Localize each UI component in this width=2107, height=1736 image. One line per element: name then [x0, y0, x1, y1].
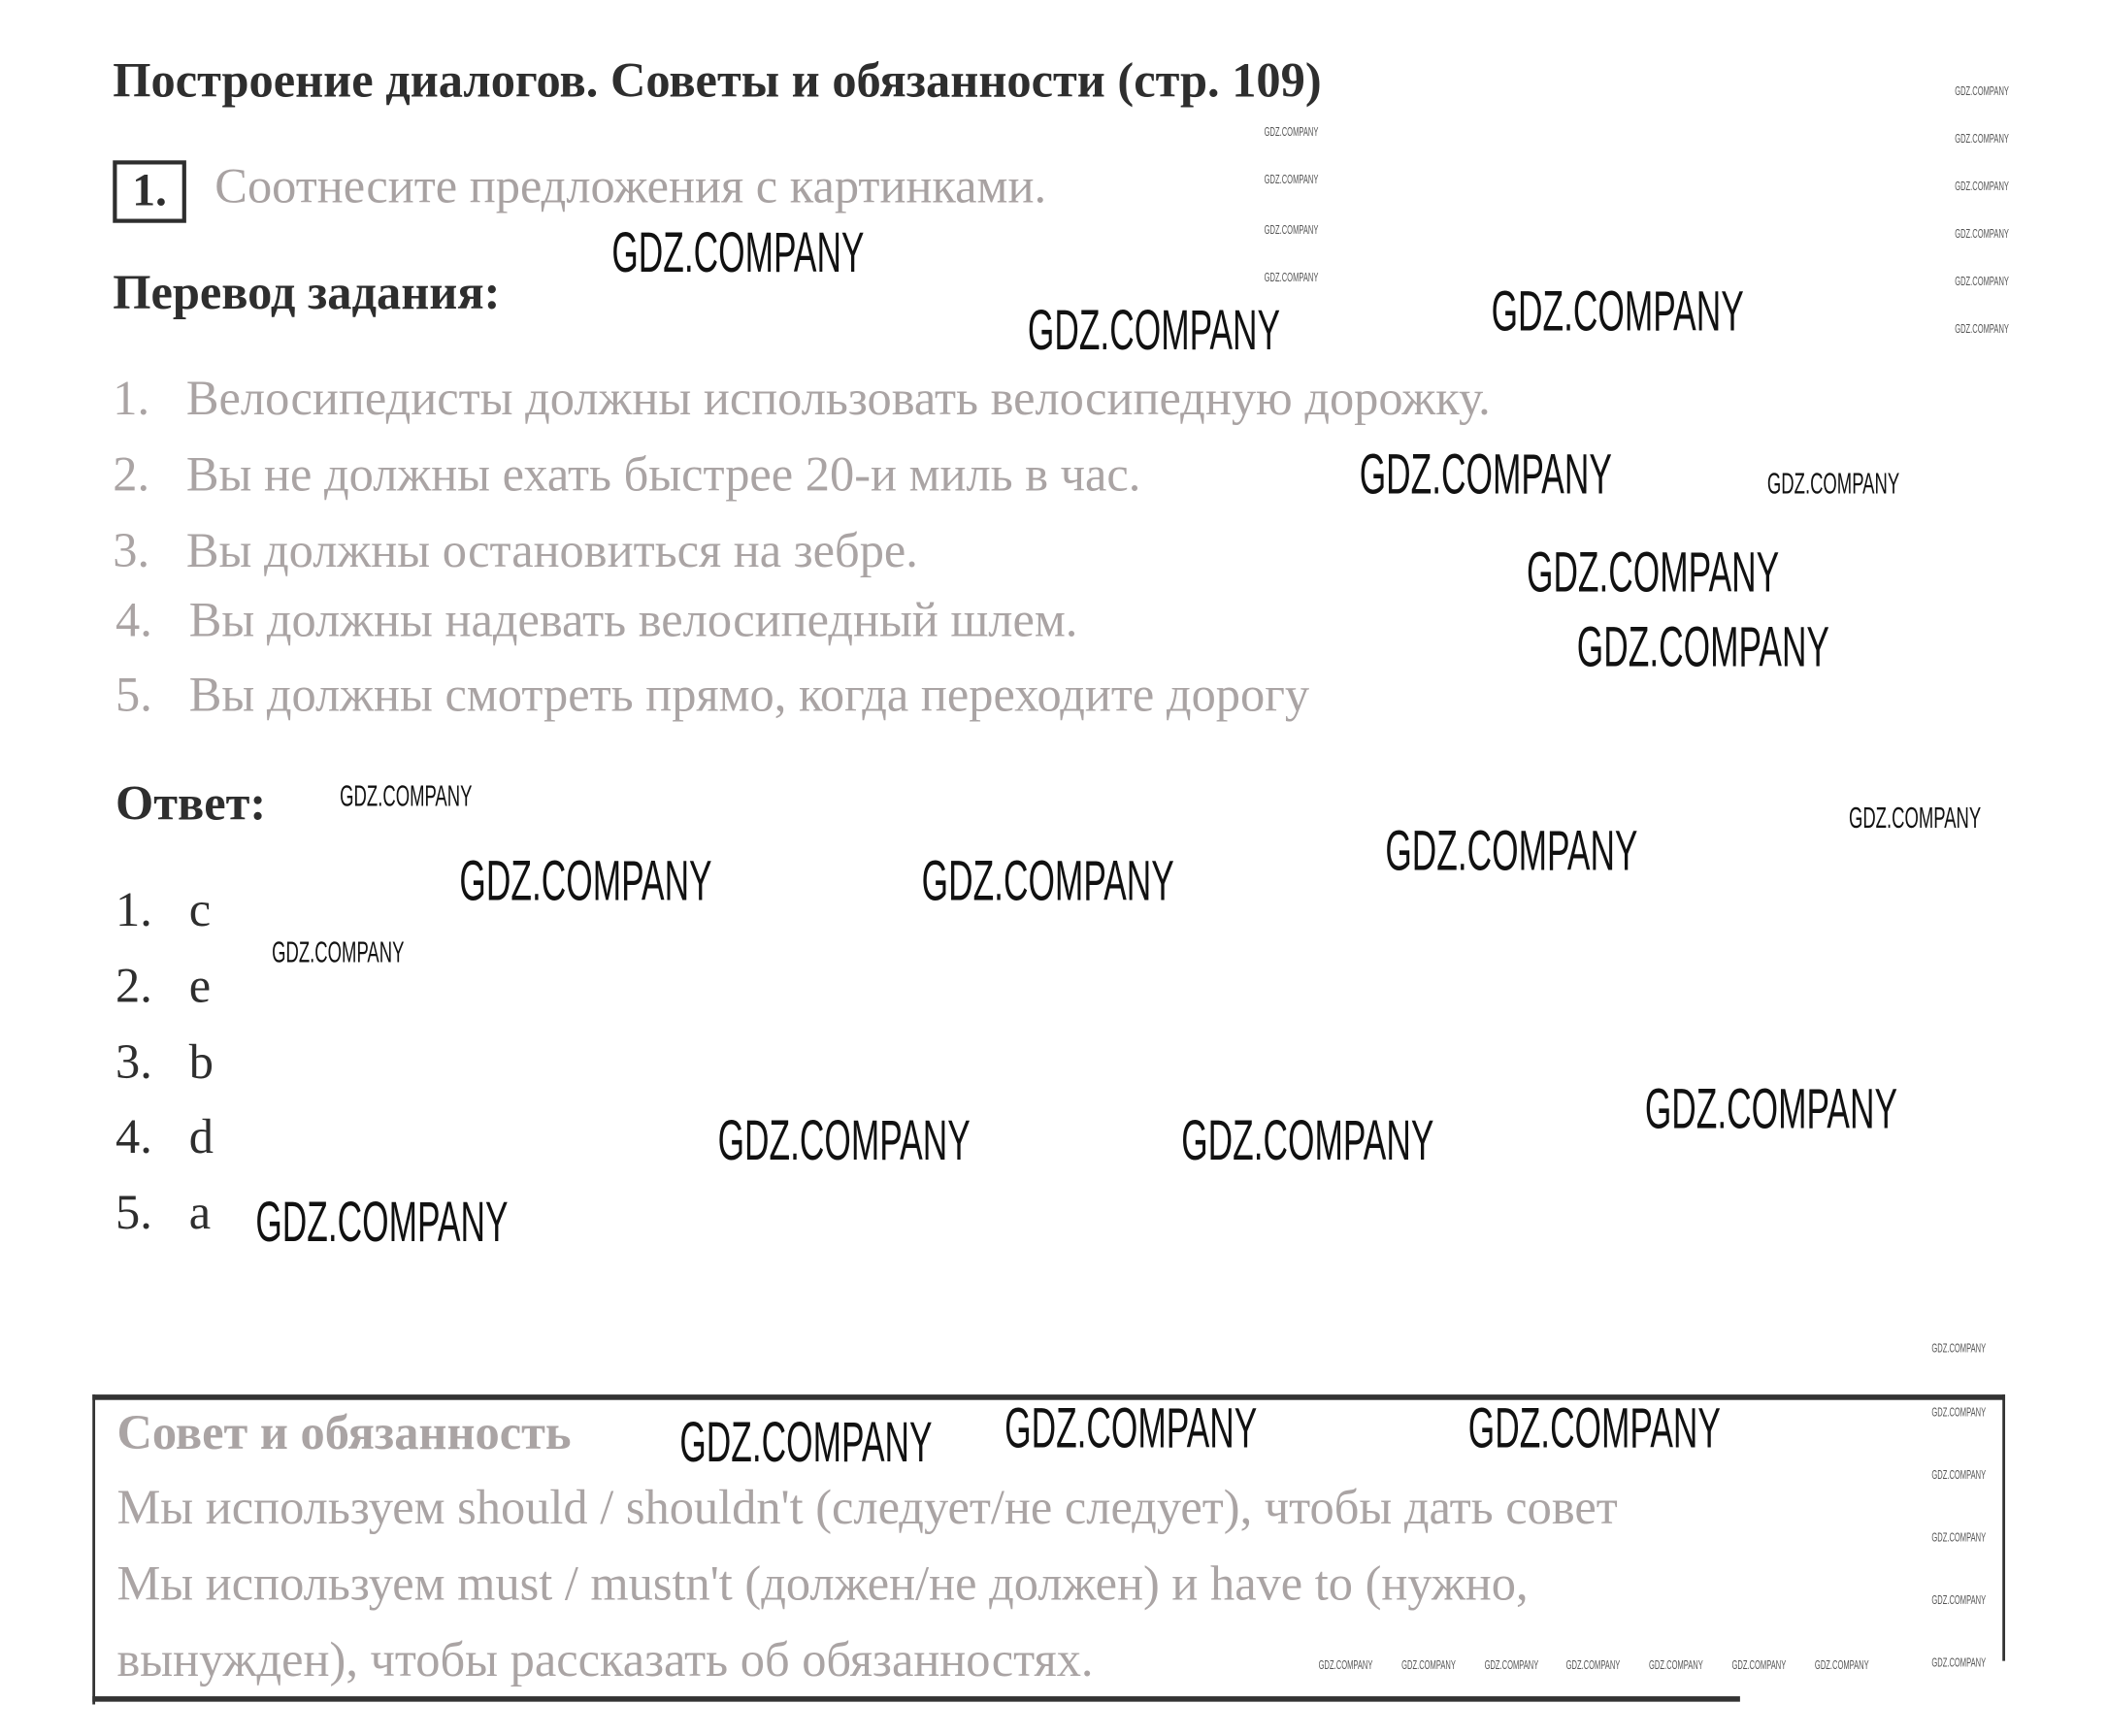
watermark: GDZ.COMPANY	[1484, 1657, 1539, 1672]
item-text: e	[188, 958, 212, 1013]
watermark: GDZ.COMPANY	[1931, 1655, 1987, 1670]
item-number: 1.	[113, 371, 150, 426]
watermark: GDZ.COMPANY	[1931, 1405, 1987, 1420]
answer-heading: Ответ:	[115, 775, 267, 831]
item-number: 1.	[115, 882, 152, 937]
item-number: 3.	[113, 523, 150, 578]
watermark: GDZ.COMPANY	[1264, 270, 1319, 284]
watermark: GDZ.COMPANY	[1955, 274, 2009, 288]
item-text: b	[188, 1033, 214, 1089]
translation-heading: Перевод задания:	[113, 265, 501, 320]
watermark: GDZ.COMPANY	[1814, 1657, 1869, 1672]
item-number: 2.	[115, 958, 152, 1013]
watermark: GDZ.COMPANY	[1955, 83, 2009, 98]
watermark: GDZ.COMPANY	[459, 848, 712, 912]
rule-box-border	[2002, 1394, 2006, 1661]
item-text: Велосипедисты должны использовать велоси…	[185, 371, 1491, 426]
answer-item: 2. e	[115, 957, 211, 1014]
watermark: GDZ.COMPANY	[1181, 1107, 1434, 1172]
rule-line: Мы используем should / shouldn't (следуе…	[116, 1480, 1618, 1535]
watermark: GDZ.COMPANY	[679, 1409, 933, 1474]
translation-item: 3. Вы должны остановиться на зебре.	[113, 522, 918, 579]
watermark: GDZ.COMPANY	[1931, 1341, 1987, 1356]
watermark: GDZ.COMPANY	[611, 219, 865, 284]
watermark: GDZ.COMPANY	[1318, 1657, 1373, 1672]
watermark: GDZ.COMPANY	[1027, 297, 1281, 362]
watermark: GDZ.COMPANY	[1931, 1530, 1987, 1545]
rule-line: вынужден), чтобы рассказать об обязаннос…	[116, 1632, 1094, 1687]
watermark: GDZ.COMPANY	[1004, 1395, 1258, 1460]
watermark: GDZ.COMPANY	[1576, 614, 1829, 678]
watermark: GDZ.COMPANY	[272, 934, 405, 969]
watermark: GDZ.COMPANY	[1401, 1657, 1456, 1672]
watermark: GDZ.COMPANY	[921, 848, 1174, 912]
watermark: GDZ.COMPANY	[1359, 442, 1612, 507]
watermark: GDZ.COMPANY	[1526, 540, 1780, 604]
answer-item: 4. d	[115, 1108, 214, 1165]
item-text: Вы должны надевать велосипедный шлем.	[188, 592, 1078, 647]
watermark: GDZ.COMPANY	[1565, 1657, 1621, 1672]
item-number: 3.	[115, 1033, 152, 1089]
watermark: GDZ.COMPANY	[1649, 1657, 1703, 1672]
watermark: GDZ.COMPANY	[717, 1107, 971, 1172]
item-text: d	[188, 1108, 214, 1163]
exercise-number: 1.	[113, 160, 186, 223]
item-number: 5.	[115, 667, 152, 722]
watermark: GDZ.COMPANY	[1264, 172, 1319, 186]
watermark: GDZ.COMPANY	[1467, 1395, 1721, 1460]
watermark: GDZ.COMPANY	[1264, 222, 1319, 237]
rule-line: Мы используем must / mustn't (должен/не …	[116, 1556, 1529, 1611]
watermark: GDZ.COMPANY	[1955, 179, 2009, 193]
watermark: GDZ.COMPANY	[255, 1189, 509, 1254]
item-text: Вы не должны ехать быстрее 20-и миль в ч…	[185, 446, 1141, 502]
translation-item: 2. Вы не должны ехать быстрее 20-и миль в…	[113, 445, 1140, 503]
watermark: GDZ.COMPANY	[1955, 131, 2009, 146]
exercise-instruction: Соотнесите предложения с картинками.	[214, 158, 1047, 213]
translation-item: 4. Вы должны надевать велосипедный шлем.	[115, 591, 1077, 648]
item-number: 4.	[115, 1108, 152, 1163]
item-number: 4.	[115, 592, 152, 647]
item-text: Вы должны смотреть прямо, когда переходи…	[188, 667, 1310, 722]
watermark: GDZ.COMPANY	[340, 778, 473, 813]
translation-item: 1. Велосипедисты должны использовать вело…	[113, 370, 1491, 427]
watermark: GDZ.COMPANY	[1931, 1592, 1987, 1607]
rule-box	[92, 1394, 2006, 1705]
watermark: GDZ.COMPANY	[1955, 321, 2009, 336]
watermark: GDZ.COMPANY	[1264, 124, 1319, 139]
item-text: a	[188, 1185, 212, 1240]
rule-heading: Совет и обязанность	[116, 1405, 572, 1460]
watermark: GDZ.COMPANY	[1955, 226, 2009, 241]
watermark: GDZ.COMPANY	[1766, 466, 1900, 501]
watermark: GDZ.COMPANY	[1644, 1076, 1898, 1141]
item-number: 5.	[115, 1185, 152, 1240]
translation-item: 5. Вы должны смотреть прямо, когда перехо…	[115, 666, 1309, 723]
watermark: GDZ.COMPANY	[1931, 1467, 1987, 1482]
item-number: 2.	[113, 446, 150, 502]
watermark: GDZ.COMPANY	[1491, 278, 1744, 343]
item-text: c	[188, 882, 212, 937]
answer-item: 5. a	[115, 1184, 211, 1241]
watermark: GDZ.COMPANY	[1385, 818, 1638, 883]
answer-item: 3. b	[115, 1033, 214, 1091]
item-text: Вы должны остановиться на зебре.	[185, 523, 918, 578]
rule-box-border	[92, 1696, 1740, 1702]
watermark: GDZ.COMPANY	[1731, 1657, 1787, 1672]
answer-item: 1. c	[115, 881, 211, 938]
page-title: Построение диалогов. Советы и обязанност…	[113, 52, 1322, 108]
watermark: GDZ.COMPANY	[1848, 801, 1982, 835]
